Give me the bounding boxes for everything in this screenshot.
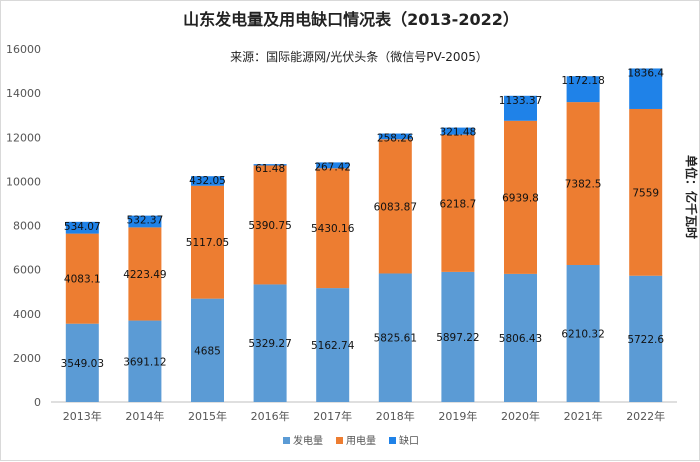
- legend-swatch: [283, 437, 290, 444]
- y-tick-label: 8000: [13, 220, 41, 233]
- legend-swatch: [389, 437, 396, 444]
- data-label: 5430.16: [311, 223, 355, 235]
- x-tick-label: 2013年: [63, 409, 102, 423]
- bar-segment: [316, 168, 350, 289]
- bar-segment: [65, 233, 99, 324]
- data-label: 6083.87: [374, 201, 417, 213]
- bar-segment: [629, 108, 663, 276]
- bar-segment: [629, 275, 663, 402]
- axis-layer: 0 2000 4000 6000 8000 10000 12000 14000 16000 201…: [6, 43, 677, 423]
- legend-label: 缺口: [399, 434, 419, 447]
- bar-segment: [191, 298, 224, 402]
- bar-segment: [128, 215, 162, 228]
- bar-segment: [316, 162, 350, 169]
- bar-segment: [441, 127, 475, 135]
- x-tick-label: 2016年: [251, 409, 290, 423]
- bar-segment: [566, 264, 600, 402]
- data-label: 5390.75: [248, 220, 291, 232]
- bar-segment: [566, 76, 600, 103]
- bar-segment: [191, 185, 224, 299]
- x-tick-label: 2018年: [376, 409, 415, 423]
- y-tick-label: 10000: [6, 175, 41, 188]
- bar-segment: [253, 284, 287, 402]
- x-tick-label: 2017年: [313, 409, 352, 423]
- bar-segment: [629, 68, 663, 109]
- bar-segment: [504, 120, 537, 274]
- bar-segment: [65, 323, 99, 402]
- x-tick-label: 2014年: [125, 409, 164, 423]
- data-label: 534.07: [64, 221, 101, 233]
- y-tick-label: 12000: [6, 131, 41, 144]
- data-label: 5117.05: [186, 237, 229, 249]
- data-label: 1836.4: [627, 67, 664, 79]
- bar-segment: [441, 134, 475, 272]
- data-label: 5329.27: [248, 338, 291, 350]
- data-label: 432.05: [189, 175, 226, 187]
- y-tick-label: 16000: [6, 43, 41, 56]
- legend-label: 发电量: [293, 434, 323, 447]
- data-label: 4223.49: [123, 269, 166, 281]
- data-label: 4083.1: [64, 274, 101, 286]
- data-label: 5825.61: [374, 333, 417, 345]
- x-tick-label: 2022年: [626, 409, 665, 423]
- legend: 发电量 用电量 缺口: [283, 434, 419, 447]
- legend-swatch: [336, 437, 343, 444]
- data-label: 5897.22: [436, 332, 479, 344]
- chart-title: 山东发电量及用电缺口情况表（2013-2022）: [183, 10, 519, 29]
- data-label: 4685: [194, 345, 221, 357]
- data-label: 258.26: [377, 133, 414, 145]
- bar-segment: [128, 227, 162, 321]
- legend-label: 用电量: [346, 434, 376, 447]
- y-tick-label: 2000: [13, 352, 41, 365]
- x-tick-label: 2015年: [188, 409, 227, 423]
- bar-segment: [316, 288, 350, 402]
- data-label: 321.48: [440, 127, 477, 139]
- bar-segment: [378, 273, 412, 402]
- bar-segment: [191, 176, 224, 186]
- data-label: 532.37: [127, 215, 164, 227]
- y-tick-label: 4000: [13, 308, 41, 321]
- bar-segment: [65, 221, 99, 234]
- data-label-layer: 3549.03 4083.1 534.07 3691.12 4223.49 532.37 4…: [61, 67, 665, 369]
- data-label: 267.42: [314, 161, 351, 173]
- data-label: 3549.03: [61, 358, 104, 370]
- bar-layer: [65, 68, 663, 402]
- data-label: 61.48: [255, 163, 285, 175]
- bar-segment: [128, 320, 162, 402]
- data-label: 5162.74: [311, 340, 355, 352]
- data-label: 1133.37: [499, 95, 542, 107]
- data-label: 5722.6: [627, 334, 664, 346]
- bar-segment: [378, 133, 412, 140]
- x-tick-label: 2019年: [438, 409, 477, 423]
- data-label: 6939.8: [502, 192, 539, 204]
- chart-subtitle: 来源：国际能源网/光伏头条（微信号PV-2005）: [230, 50, 488, 64]
- data-label: 1172.18: [561, 75, 604, 87]
- y-tick-label: 6000: [13, 264, 41, 277]
- data-label: 5806.43: [499, 333, 542, 345]
- bar-segment: [504, 95, 537, 121]
- data-label: 6210.32: [561, 328, 604, 340]
- x-tick-label: 2020年: [501, 409, 540, 423]
- data-label: 3691.12: [123, 356, 166, 368]
- bar-segment: [253, 164, 287, 166]
- bar-segment: [253, 165, 287, 285]
- data-label: 7559: [632, 187, 659, 199]
- bar-segment: [504, 273, 537, 402]
- y-tick-label: 0: [34, 396, 41, 409]
- data-label: 6218.7: [440, 198, 477, 210]
- data-label: 7382.5: [565, 179, 602, 191]
- x-tick-label: 2021年: [564, 409, 603, 423]
- bar-segment: [441, 271, 475, 402]
- bar-segment: [378, 139, 412, 274]
- bar-segment: [566, 102, 600, 265]
- y-tick-label: 14000: [6, 87, 41, 100]
- unit-label: 单位：亿千瓦时: [684, 155, 699, 239]
